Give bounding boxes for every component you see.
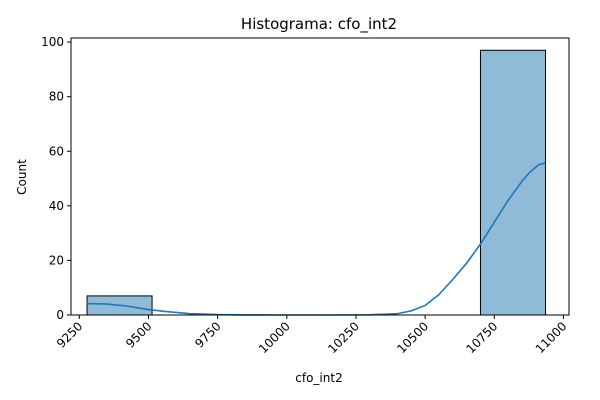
- x-tick-label: 10000: [256, 319, 293, 356]
- x-tick-label: 9750: [192, 319, 223, 350]
- histogram-bar: [479, 49, 546, 316]
- kde-line: [87, 161, 546, 316]
- bars-group: [86, 49, 546, 316]
- y-axis-label: Count: [15, 159, 29, 195]
- y-axis-ticks: 0 20 40 60 80 100: [41, 35, 71, 322]
- x-axis-label: cfo_int2: [295, 371, 342, 385]
- y-tick-label: 20: [49, 253, 64, 267]
- x-tick-label: 9250: [54, 319, 85, 350]
- plot-frame: [70, 37, 570, 316]
- chart-title: Histograma: cfo_int2: [241, 15, 397, 34]
- x-tick-label: 10750: [464, 319, 501, 356]
- x-tick-label: 9500: [123, 319, 154, 350]
- y-tick-label: 0: [56, 308, 64, 322]
- x-tick-label: 11000: [533, 319, 570, 356]
- y-tick-label: 80: [49, 90, 64, 104]
- y-tick-label: 100: [41, 35, 64, 49]
- y-tick-label: 40: [49, 199, 64, 213]
- x-tick-label: 10250: [325, 319, 362, 356]
- y-tick-label: 60: [49, 144, 64, 158]
- x-tick-label: 10500: [394, 319, 431, 356]
- x-axis-ticks: 9250 9500 9750 10000 10250 10500 10750 11000: [54, 315, 570, 356]
